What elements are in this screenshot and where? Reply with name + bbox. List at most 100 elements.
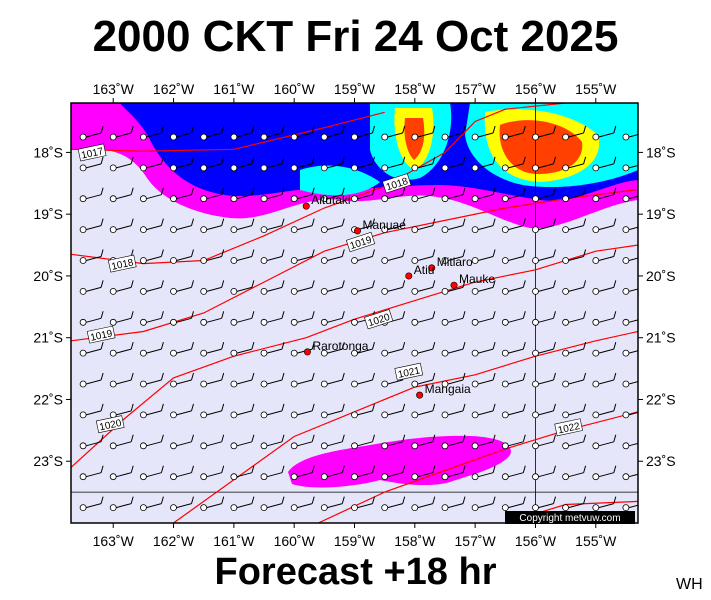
wind-barb [592,496,617,512]
wind-barb-shaft [146,348,162,354]
wind-barb [260,372,285,388]
wind-barb-shaft [206,194,222,200]
wind-barb [471,403,496,419]
wind-barb-flag [191,465,194,473]
wind-barb-station [592,349,600,357]
wind-barb-shaft [146,441,162,447]
wind-barb-station [139,411,147,419]
wind-barb-station [200,318,208,326]
wind-barb [79,341,104,357]
isobar-label-1021: 1021 [394,362,424,381]
wind-barb-station [290,442,298,450]
wind-barb-shaft [598,286,614,292]
wind-barb-flag [522,280,526,288]
wind-barb-station [290,349,298,357]
wind-barb-station [381,226,389,234]
wind-barb-flag [462,311,466,319]
wind-barb-shaft [508,286,524,292]
wind-barb-flag [462,434,466,442]
wind-barb-station [441,226,449,234]
wind-barb-station [562,318,569,326]
wind-barb-station [471,349,479,357]
wind-barb-flag [281,125,285,134]
wind-barb-flag [281,280,285,288]
wind-barb-shaft [327,410,343,416]
wind-barb [592,156,617,172]
wind-barb-shaft [236,317,253,323]
wind-barb-station [622,164,630,172]
wind-barb-station [501,504,509,512]
wind-barb-station [622,442,630,450]
wind-barb-flag [462,156,466,165]
wind-barb-shaft [116,317,132,323]
x-tick-label-bottom: 158˚W [394,533,436,549]
wind-barb [139,434,164,450]
wind-barb-shaft [417,225,433,231]
wind-barb [230,249,255,264]
wind-barb [109,434,134,450]
wind-barb [562,187,587,203]
wind-barb [441,434,466,450]
wind-barb-shaft [628,226,638,231]
wind-barb-flag [160,434,164,442]
wind-barb-flag [191,156,194,165]
wind-barb-shaft [508,163,524,169]
wind-barb-flag [402,156,406,165]
wind-barb-shaft [628,195,638,200]
wind-barb-shaft [447,163,464,169]
wind-barb-shaft [85,286,102,292]
wind-barb-flag [492,311,496,319]
wind-barb [381,341,406,357]
isobar-label-box [107,254,137,273]
wind-barb [260,187,285,203]
wind-barb-shaft [327,472,343,478]
wind-barb [441,218,466,234]
wind-barb-station [200,442,208,450]
wind-barb-station [200,195,208,203]
wind-barb-station [501,287,509,295]
wind-barb-station [230,257,238,264]
wind-barb-flag [251,434,255,442]
wind-barb [592,125,617,141]
wind-barb-station [320,380,328,388]
wind-barb-station [79,133,87,141]
wind-barb-station [351,504,358,512]
wind-barb [411,187,436,203]
wind-barb-shaft [176,286,192,292]
wind-barb-station [411,195,419,203]
wind-barb-station [139,473,147,481]
wind-barb-station [200,226,208,234]
wind-barb-shaft [477,286,494,292]
wind-barb-station [170,318,177,326]
wind-barb-flag [613,465,617,473]
wind-barb-shaft [236,286,253,292]
wind-barb [170,372,194,388]
wind-barb-station [471,133,479,141]
wind-barb [532,187,556,203]
wind-barb-shaft [176,503,192,509]
wind-barb-shaft [508,132,524,138]
wind-barb [411,156,436,172]
wind-barb-flag [341,496,345,504]
wind-barb [351,341,375,357]
wind-barb [320,372,345,388]
wind-barb-flag [402,465,406,473]
wind-barb [532,465,556,481]
wind-barb-station [592,226,600,234]
wind-barb-shaft [417,194,433,200]
wind-barb-station [290,133,298,141]
wind-barb-station [170,195,177,203]
wind-barb-flag [251,218,255,226]
wind-barb-flag [160,156,164,165]
wind-barb-flag [372,496,375,504]
wind-barb-station [592,442,600,450]
wind-barb-station [441,195,449,203]
y-tick-label-right: 20˚S [646,268,676,284]
isobar-label-text: 1019 [89,328,113,343]
wind-barb [320,465,345,481]
wind-barb-shaft [116,163,132,169]
wind-barb-station [592,133,600,141]
x-tick-label-bottom: 162˚W [153,533,195,549]
wind-barb-flag [160,372,164,381]
isobar-label-text: 1020 [98,418,122,433]
